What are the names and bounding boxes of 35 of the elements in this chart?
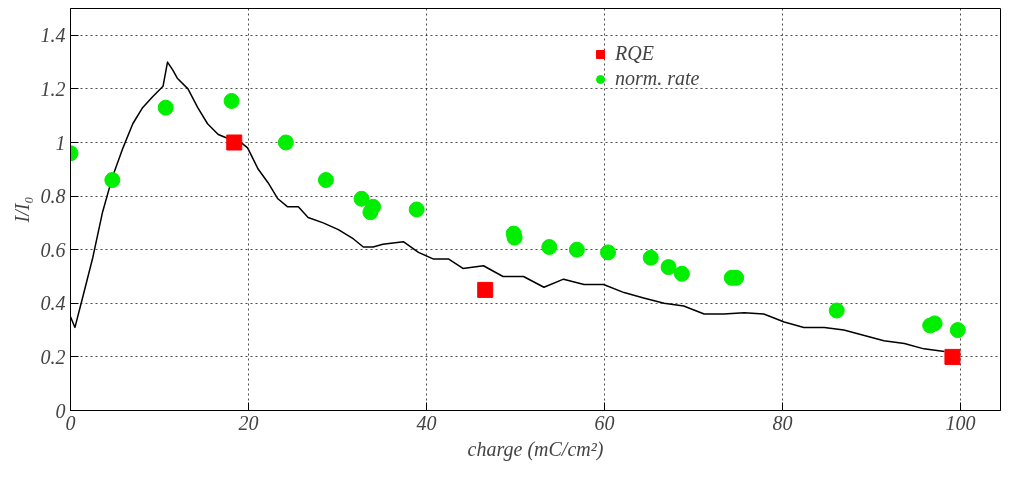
y-tick-label: 1.4 bbox=[40, 24, 66, 47]
y-tick-label: 1.2 bbox=[40, 77, 66, 100]
point bbox=[226, 134, 243, 151]
legend-label: norm. rate bbox=[615, 67, 700, 90]
legend-label: RQE bbox=[615, 42, 654, 65]
point bbox=[317, 172, 334, 189]
y-tick-label: 0.6 bbox=[40, 238, 66, 261]
point bbox=[408, 201, 425, 218]
point bbox=[477, 281, 494, 298]
point bbox=[277, 134, 294, 151]
x-tick-label: 40 bbox=[416, 411, 437, 434]
point bbox=[353, 190, 370, 207]
point bbox=[568, 241, 585, 258]
point bbox=[949, 322, 966, 339]
point bbox=[157, 99, 174, 116]
point bbox=[104, 172, 121, 189]
y-axis-title: I/I₀ bbox=[10, 196, 33, 224]
point bbox=[600, 244, 617, 261]
point bbox=[642, 249, 659, 266]
y-tick-label: 1 bbox=[55, 131, 66, 154]
x-tick-label: 100 bbox=[945, 411, 976, 434]
point bbox=[660, 259, 677, 276]
point bbox=[944, 348, 961, 365]
x-tick-label: 60 bbox=[594, 411, 615, 434]
y-tick-label: 0.4 bbox=[40, 292, 66, 315]
point bbox=[223, 92, 240, 109]
x-tick-label: 80 bbox=[772, 411, 793, 434]
point bbox=[828, 302, 845, 319]
x-tick-label: 20 bbox=[238, 411, 259, 434]
point bbox=[541, 239, 558, 256]
y-tick-label: 0.2 bbox=[40, 345, 66, 368]
point bbox=[365, 198, 382, 215]
x-axis-title: charge (mC/cm²) bbox=[467, 437, 604, 461]
y-tick-label: 0.8 bbox=[40, 185, 66, 208]
point bbox=[673, 265, 690, 282]
